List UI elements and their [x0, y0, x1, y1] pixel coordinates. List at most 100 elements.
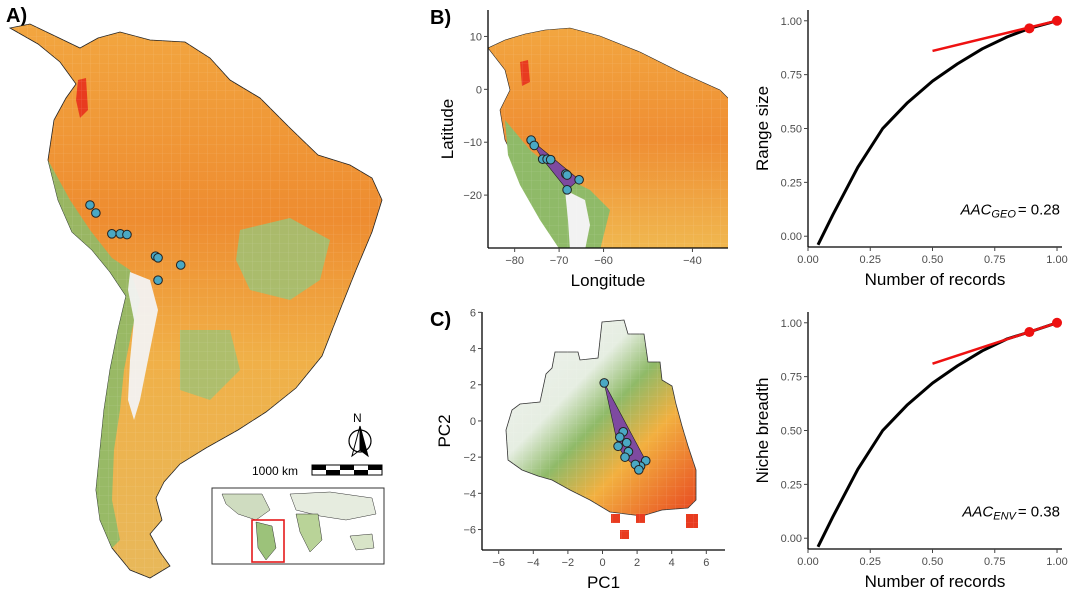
panel-b-curve-aac-annotation: AACGEO = 0.28 [960, 202, 1060, 221]
panel-b-x-title: Longitude [571, 271, 646, 290]
panel-b-curve-y-tick-label: 1.00 [781, 16, 802, 28]
panel-a-point [107, 229, 117, 239]
panel-c-curve-x-tick-label: 0.25 [860, 556, 881, 568]
panel-b-point [562, 170, 572, 180]
panel-c-curve-tangent-line [932, 321, 1058, 365]
panel-a-label: A) [6, 5, 27, 27]
panel-c-x-tick-label: 0 [599, 557, 605, 569]
panel-c-point [620, 452, 630, 462]
panel-c-curve-plot: 0.00 0.00 0.25 0.25 0.50 0.50 0.75 0.75 1.00 1.00… [753, 312, 1068, 591]
panel-c-curve-x-tick-label: 1.00 [1046, 556, 1067, 568]
panel-c-env: C) −6 −4 −2 0 2 4 6 6 4 2 0 −2 −4 −6 PC1 PC2 [430, 307, 725, 592]
panel-b-curve-x-tick-label: 0.25 [860, 254, 881, 266]
panel-b-point [529, 140, 540, 151]
panel-b-curve-plot: 0.00 0.00 0.25 0.25 0.50 0.50 0.75 0.75 1.00 1.00… [753, 10, 1068, 289]
panel-c-point [615, 432, 625, 443]
panel-c-points [599, 378, 651, 475]
panel-c-curve-x-tick-label: 0.75 [984, 556, 1005, 568]
panel-c-curve-x-tick-label: 0.50 [922, 556, 943, 568]
panel-b-curve-aac-value: = 0.28 [1018, 202, 1060, 219]
panel-b-map: B) −80 −70 −60 −40 10 0 −10 −20 Longitude Latitud… [430, 7, 728, 290]
panel-c-x-tick-label: 2 [634, 557, 640, 569]
panel-a-point [85, 200, 95, 210]
panel-c-x-tick-label: 6 [703, 557, 709, 569]
panel-c-y-tick-label: 6 [470, 307, 476, 319]
panel-c-curve-aac-sub: ENV [993, 511, 1017, 523]
panel-b-x-tick-label: −70 [550, 255, 569, 267]
panel-b-label: B) [430, 7, 451, 29]
panel-c-y-tick-label: −2 [463, 452, 476, 464]
panel-a-points [85, 200, 186, 286]
panel-c-point [621, 437, 632, 448]
panel-b-point [545, 154, 556, 165]
panel-b-curve-x-title: Number of records [865, 270, 1006, 289]
panel-b-curve-y-tick-label: 0.00 [781, 231, 802, 243]
scale-bar-label: 1000 km [252, 464, 298, 478]
panel-b-curve-x-tick-label: 0.00 [797, 254, 818, 266]
panel-b-curve-y-tick-label: 0.25 [781, 177, 802, 189]
panel-c-grid-overlay [505, 320, 700, 540]
panel-c-curve-y-tick-label: 0.00 [781, 533, 802, 545]
panel-b-curve-highlight-point [1052, 15, 1063, 26]
panel-c-curve-y-tick-label: 0.25 [781, 479, 802, 491]
panel-c-curve-aac-value: = 0.38 [1018, 504, 1060, 521]
panel-c-x-tick-label: −4 [527, 557, 540, 569]
panel-b-y-tick-label: −20 [463, 190, 482, 202]
panel-a-map: A) N 1000 km [6, 5, 385, 584]
panel-c-point [599, 378, 610, 388]
panel-c-curve-x-title: Number of records [865, 572, 1006, 591]
panel-b-y-tick-label: −10 [463, 137, 482, 149]
panel-b-curve-x-tick-label: 1.00 [1046, 254, 1067, 266]
panel-b-y-tick-label: 10 [470, 31, 482, 43]
panel-b-point [574, 174, 584, 185]
north-label: N [353, 411, 362, 425]
panel-c-x-tick-label: −2 [562, 557, 575, 569]
panel-b-y-tick-label: 0 [476, 84, 482, 96]
panel-b-curve-accumulation-curve [816, 19, 1058, 246]
panel-c-curve-highlight-point [1024, 327, 1035, 338]
panel-c-curve-y-title: Niche breadth [753, 378, 772, 484]
panel-c-x-tick-label: 4 [669, 557, 675, 569]
panel-b-y-title: Latitude [438, 99, 457, 160]
panel-a-point [175, 260, 186, 270]
panel-c-x-tick-label: −6 [492, 557, 505, 569]
panel-b-curve-highlight-point [1024, 23, 1035, 34]
panel-b-curve-aac-main: AAC [960, 202, 992, 219]
panel-c-curve-highlight-point [1052, 317, 1063, 328]
panel-c-curve-y-tick-label: 0.75 [781, 372, 802, 384]
panel-c-y-tick-label: 4 [470, 344, 476, 356]
panel-c-point [634, 465, 644, 475]
panel-c-curve-aac-main: AAC [961, 504, 993, 521]
panel-a-point [153, 252, 163, 263]
panel-c-curve-y-tick-label: 0.50 [781, 426, 802, 438]
panel-c-axes: −6 −4 −2 0 2 4 6 6 4 2 0 −2 −4 −6 PC1 PC2 [435, 307, 725, 592]
panel-b-curve-y-title: Range size [753, 86, 772, 171]
panel-b-curve-y-tick-label: 0.75 [781, 70, 802, 82]
panel-c-point [613, 441, 623, 452]
panel-c-y-tick-label: −6 [463, 525, 476, 537]
panel-b-x-tick-label: −40 [683, 255, 702, 267]
panel-b-curve-aac-sub: GEO [991, 209, 1016, 221]
panel-b-curve-tangent-line [932, 19, 1058, 53]
panel-b-curve-y-tick-label: 0.50 [781, 124, 802, 136]
panel-c-y-tick-label: 0 [470, 416, 476, 428]
panel-b-x-tick-label: −80 [505, 255, 524, 267]
world-inset-map [211, 487, 385, 565]
panel-a-point [122, 229, 132, 240]
panel-b-curve-x-tick-label: 0.75 [984, 254, 1005, 266]
panel-a-point [153, 275, 163, 286]
inset-highlight-box [251, 519, 285, 563]
panel-c-label: C) [430, 309, 451, 331]
panel-c-curve-aac-annotation: AACENV = 0.38 [961, 504, 1060, 523]
panel-b-grid-overlay [488, 10, 728, 248]
north-arrow-icon [348, 425, 372, 458]
panel-c-x-title: PC1 [587, 573, 620, 592]
panel-c-curve-y-tick-label: 1.00 [781, 318, 802, 330]
panel-c-y-title: PC2 [435, 414, 454, 447]
panel-c-y-tick-label: −4 [463, 488, 476, 500]
panel-b-point [562, 185, 572, 195]
panel-b-points [526, 135, 584, 195]
panel-c-curve-x-tick-label: 0.00 [797, 556, 818, 568]
panel-c-y-tick-label: 2 [470, 380, 476, 392]
